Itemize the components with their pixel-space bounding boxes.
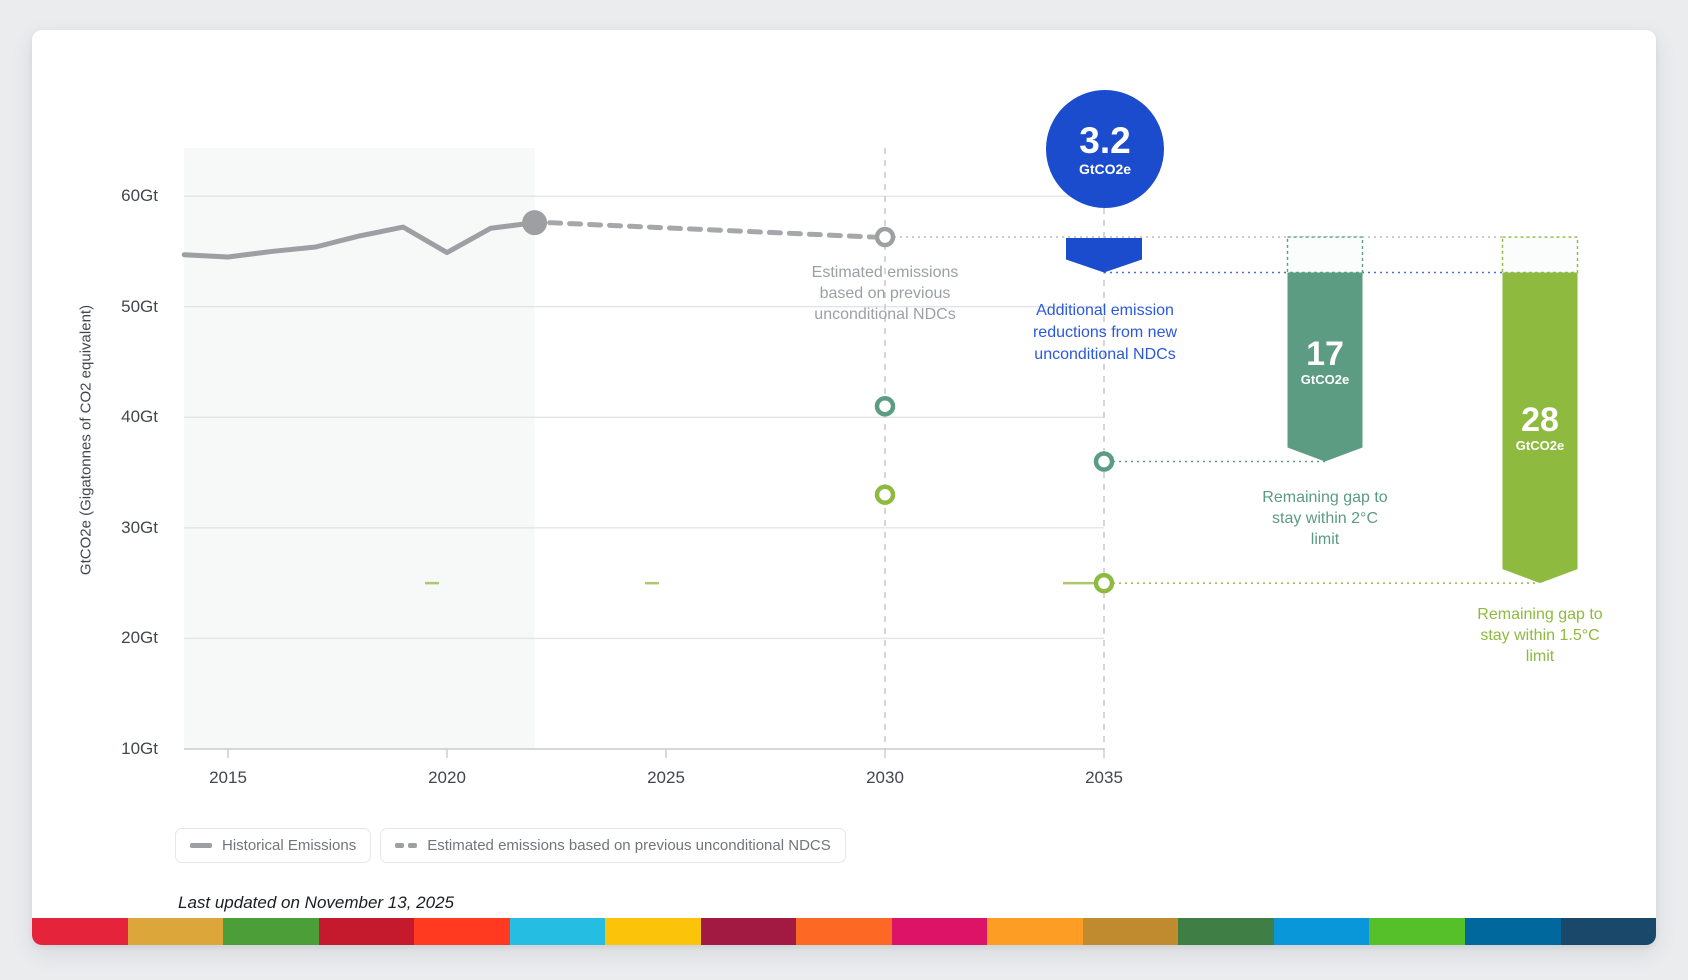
- gap-2c-unit: GtCO2e: [1300, 372, 1350, 387]
- additional-reduction-badge: 3.2 GtCO2e: [1046, 90, 1164, 208]
- sdg-stripe-segment: [414, 918, 510, 945]
- sdg-stripe-segment: [1273, 918, 1370, 945]
- y-tick-10: 10Gt: [121, 739, 158, 758]
- sdg-stripe-segment: [796, 918, 892, 945]
- gap-1p5c-unit: GtCO2e: [1515, 438, 1565, 453]
- x-tick-2030: 2030: [866, 768, 904, 787]
- legend: Historical Emissions Estimated emissions…: [175, 828, 846, 863]
- y-tick-20: 20Gt: [121, 628, 158, 647]
- y-tick-50: 50Gt: [121, 297, 158, 316]
- sdg-stripe-segment: [1178, 918, 1274, 945]
- gap-2c-value: 17: [1306, 335, 1344, 373]
- x-tick-2015: 2015: [209, 768, 247, 787]
- sdg-stripe-segment: [509, 918, 606, 945]
- sdg-stripe-segment: [987, 918, 1083, 945]
- gap-1p5c-caption: Remaining gap to stay within 1.5°C limit: [1477, 606, 1603, 665]
- last-updated-text: Last updated on November 13, 2025: [178, 893, 454, 912]
- x-tick-2020: 2020: [428, 768, 466, 787]
- x-tick-2035: 2035: [1085, 768, 1123, 787]
- additional-reduction-unit: GtCO2e: [1078, 160, 1132, 177]
- solid-line-icon: [190, 843, 212, 848]
- gap-1p5c-value: 28: [1521, 401, 1559, 439]
- gap-2c-caption: Remaining gap to stay within 2°C limit: [1262, 489, 1388, 548]
- sdg-stripe-segment: [1464, 918, 1561, 945]
- y-tick-30: 30Gt: [121, 518, 158, 537]
- estimated-emissions-note: Estimated emissions based on previous un…: [811, 264, 959, 323]
- sdg-stripe-segment: [318, 918, 415, 945]
- dashed-line-icon: [395, 843, 418, 848]
- additional-reduction-note: Additional emission reductions from new …: [1032, 302, 1178, 363]
- gap-1p5c-value-block: 28 GtCO2e: [1502, 401, 1578, 454]
- sdg-stripe-segment: [1369, 918, 1465, 945]
- legend-item-estimated[interactable]: Estimated emissions based on previous un…: [380, 828, 846, 863]
- additional-reduction-value: 3.2: [1079, 119, 1131, 161]
- legend-label-estimated: Estimated emissions based on previous un…: [427, 837, 831, 854]
- sdg-stripe-segment: [32, 918, 128, 945]
- y-tick-60: 60Gt: [121, 186, 158, 205]
- y-tick-40: 40Gt: [121, 407, 158, 426]
- sdg-stripe-segment: [223, 918, 319, 945]
- legend-label-historical: Historical Emissions: [222, 837, 357, 854]
- legend-item-historical[interactable]: Historical Emissions: [175, 828, 372, 863]
- sdg-color-stripe: [32, 918, 1656, 945]
- gap-2c-value-block: 17 GtCO2e: [1287, 335, 1363, 388]
- x-tick-2025: 2025: [647, 768, 685, 787]
- sdg-stripe-segment: [891, 918, 988, 945]
- sdg-stripe-segment: [1082, 918, 1179, 945]
- sdg-stripe-segment: [1560, 918, 1656, 945]
- sdg-stripe-segment: [700, 918, 797, 945]
- sdg-stripe-segment: [605, 918, 701, 945]
- sdg-stripe-segment: [127, 918, 224, 945]
